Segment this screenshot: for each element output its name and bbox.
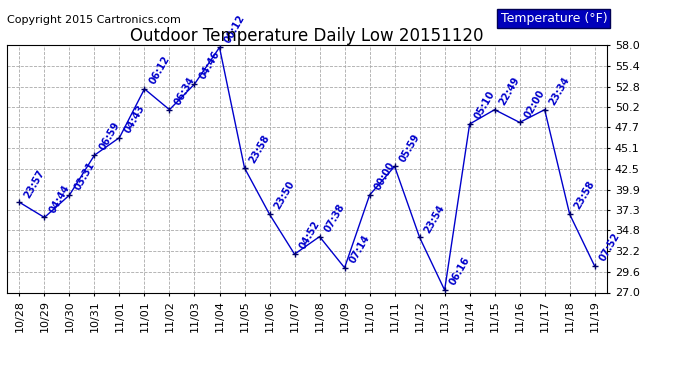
Text: Copyright 2015 Cartronics.com: Copyright 2015 Cartronics.com [7,15,181,25]
Text: 06:12: 06:12 [147,54,171,86]
Text: 07:38: 07:38 [322,202,346,234]
Text: 04:43: 04:43 [122,103,146,135]
Text: 00:00: 00:00 [373,160,397,192]
Text: 23:58: 23:58 [573,180,597,212]
Text: 23:50: 23:50 [273,180,297,212]
Text: 07:52: 07:52 [598,231,622,263]
Text: 06:34: 06:34 [172,75,197,107]
Text: 06:59: 06:59 [97,120,121,152]
Text: 04:44: 04:44 [47,183,71,214]
Text: 04:46: 04:46 [197,50,221,81]
Text: 07:14: 07:14 [347,233,371,265]
Text: 02:00: 02:00 [522,88,546,120]
Text: 06:16: 06:16 [447,255,471,287]
Text: 04:52: 04:52 [297,219,322,251]
Text: 23:34: 23:34 [547,75,571,107]
Text: 00:12: 00:12 [222,13,246,45]
Text: 05:10: 05:10 [473,89,497,121]
Text: 23:57: 23:57 [22,168,46,200]
Title: Outdoor Temperature Daily Low 20151120: Outdoor Temperature Daily Low 20151120 [130,27,484,45]
Text: 05:59: 05:59 [397,132,422,164]
Text: 23:54: 23:54 [422,203,446,235]
Text: Temperature (°F): Temperature (°F) [500,12,607,25]
Text: 03:31: 03:31 [72,160,97,192]
Text: 23:58: 23:58 [247,133,272,165]
Text: 22:49: 22:49 [497,75,522,107]
